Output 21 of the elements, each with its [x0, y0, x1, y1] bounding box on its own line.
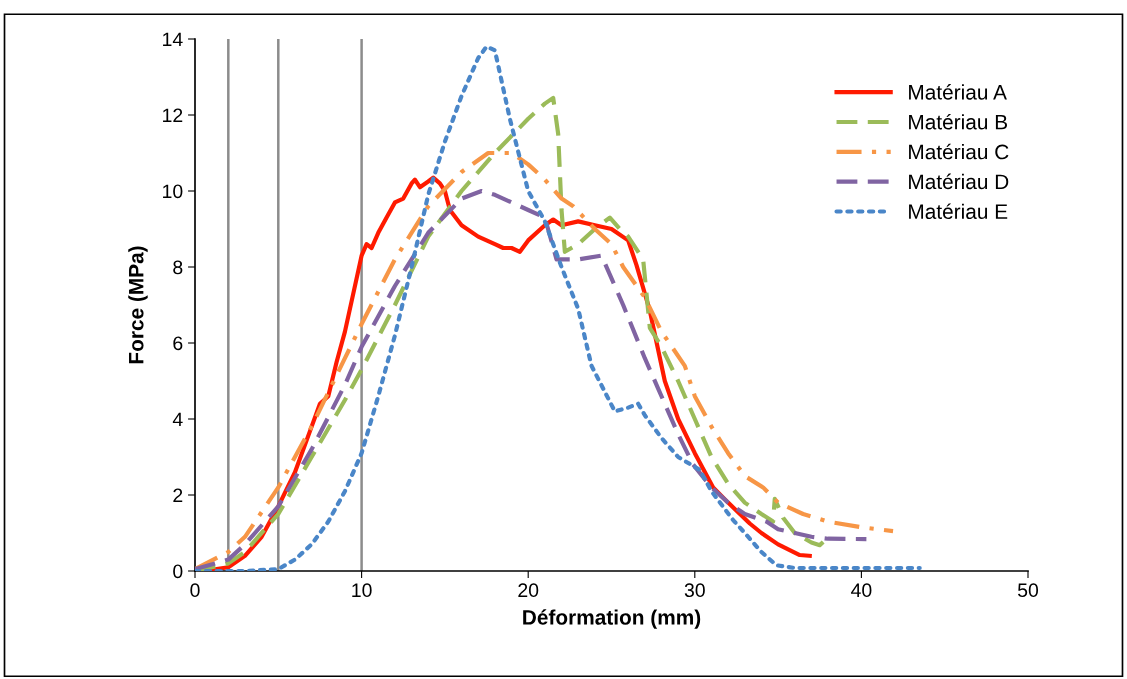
y-tick-label: 8: [173, 260, 183, 275]
x-axis-title: Déformation (mm): [523, 609, 701, 629]
x-tick-label: 10: [352, 583, 372, 598]
legend-label: Matériau A: [909, 84, 1007, 100]
x-tick-label: 0: [190, 583, 200, 598]
y-tick-label: 2: [173, 488, 183, 503]
x-tick-label: 20: [518, 583, 539, 598]
legend-label: Matériau D: [909, 173, 1009, 190]
y-tick-label: 4: [172, 412, 183, 427]
y-tick-label: 6: [173, 336, 183, 351]
y-tick-label: 0: [173, 564, 183, 579]
legend-label: Matériau B: [909, 113, 1008, 130]
x-tick-label: 50: [1017, 583, 1039, 598]
y-tick-label: 14: [163, 32, 183, 47]
x-tick-label: 40: [851, 583, 872, 598]
y-tick-label: 12: [163, 108, 183, 123]
y-tick-label: 10: [163, 184, 183, 199]
x-tick-label: 30: [684, 583, 705, 598]
legend-label: Matériau E: [909, 203, 1008, 219]
y-axis-title: Force (MPa): [128, 246, 148, 364]
legend-label: Matériau C: [909, 143, 1009, 160]
